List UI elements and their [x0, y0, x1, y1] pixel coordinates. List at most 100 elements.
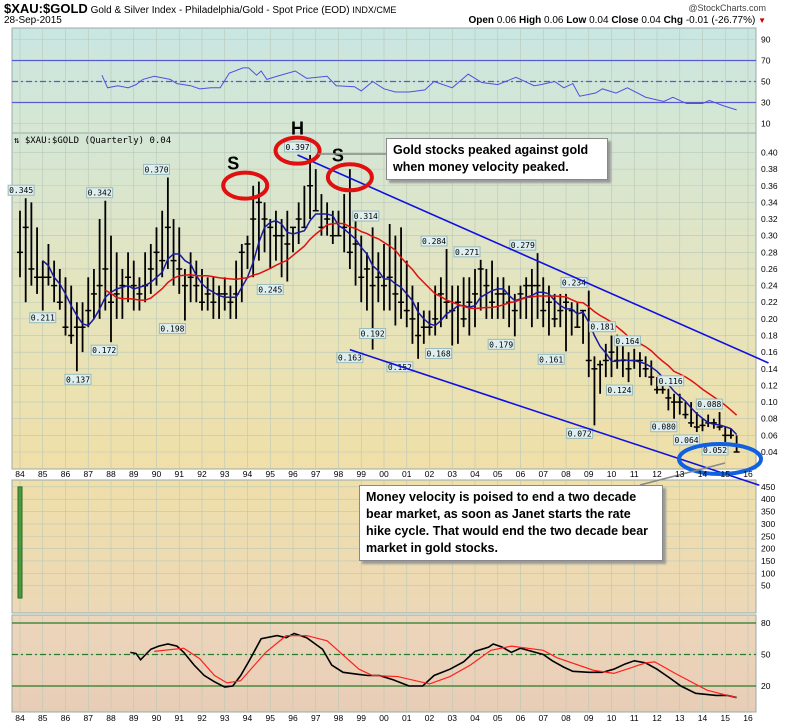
volume-tick-label: 450 [761, 482, 775, 492]
year-tick-label: 96 [288, 713, 298, 723]
price-tick-label: 0.24 [761, 281, 778, 291]
volume-tick-label: 150 [761, 556, 775, 566]
year-tick-label: 94 [243, 469, 253, 479]
rsi-tick-label: 70 [761, 56, 771, 66]
close-value: 0.04 [641, 15, 661, 26]
price-label: 0.052 [703, 446, 727, 455]
year-tick-label: 07 [539, 469, 549, 479]
year-tick-label: 02 [425, 713, 435, 723]
volume-tick-label: 250 [761, 531, 775, 541]
year-tick-label: 15 [721, 469, 731, 479]
year-tick-label: 00 [379, 469, 389, 479]
price-label: 0.370 [144, 165, 168, 174]
year-tick-label: 01 [402, 713, 412, 723]
rsi-line [101, 67, 737, 111]
year-tick-label: 03 [448, 713, 458, 723]
price-label: 0.211 [31, 314, 55, 323]
price-label-box [359, 328, 387, 340]
year-tick-label: 89 [129, 469, 139, 479]
year-tick-label: 00 [379, 713, 389, 723]
year-tick-label: 10 [607, 469, 617, 479]
price-label: 0.164 [615, 337, 639, 346]
pattern-letter-h: H [291, 119, 304, 139]
oscillator-tick-label: 80 [761, 618, 771, 628]
year-tick-label: 12 [652, 713, 662, 723]
price-label-box [453, 246, 481, 258]
year-tick-label: 89 [129, 713, 139, 723]
callout-pointer [639, 462, 726, 486]
price-panel-title-text: $XAU:$GOLD (Quarterly) 0.04 [24, 136, 172, 146]
year-tick-label: 97 [311, 713, 321, 723]
year-tick-label: 85 [38, 469, 48, 479]
price-label-box [695, 398, 723, 410]
year-tick-label: 99 [357, 469, 367, 479]
pattern-letter-s: S [227, 154, 239, 174]
down-triangle-icon: ▼ [758, 16, 766, 25]
price-label: 0.234 [562, 279, 586, 288]
year-tick-label: 13 [675, 469, 685, 479]
low-label: Low [566, 15, 587, 26]
year-tick-label: 09 [584, 469, 594, 479]
year-tick-label: 11 [630, 469, 639, 479]
price-tick-label: 0.20 [761, 314, 778, 324]
price-label: 0.245 [258, 285, 282, 294]
volume-tick-label: 100 [761, 568, 775, 578]
exchange: INDX/CME [352, 5, 397, 15]
price-label-box [64, 373, 92, 385]
price-label: 0.152 [388, 363, 412, 372]
year-tick-label: 08 [561, 713, 571, 723]
chart-title: $XAU:$GOLD Gold & Silver Index - Philade… [4, 1, 396, 16]
price-label: 0.397 [286, 143, 310, 152]
symbol: $XAU:$GOLD [4, 1, 88, 16]
price-label-box [352, 210, 380, 222]
year-tick-label: 16 [743, 469, 753, 479]
year-tick-label: 14 [698, 469, 708, 479]
price-label-box [673, 434, 701, 446]
price-label-box [566, 427, 594, 439]
price-label: 0.088 [697, 400, 721, 409]
price-tick-label: 0.34 [761, 197, 778, 207]
price-tick-label: 0.18 [761, 331, 778, 341]
price-label-box [90, 344, 118, 356]
year-tick-label: 09 [584, 713, 594, 723]
price-panel-title: ⇅ $XAU:$GOLD (Quarterly) 0.04 [14, 136, 171, 146]
oscillator-tick-label: 50 [761, 650, 771, 660]
price-tick-label: 0.32 [761, 214, 778, 224]
oscillator-tick-label: 20 [761, 681, 771, 691]
price-label: 0.137 [66, 375, 90, 384]
price-label-box [336, 352, 364, 364]
price-label: 0.342 [88, 189, 112, 198]
rsi-tick-label: 10 [761, 119, 771, 129]
price-tick-label: 0.06 [761, 430, 778, 440]
trendline [349, 348, 760, 487]
price-label: 0.161 [539, 355, 563, 364]
year-tick-label: 10 [607, 713, 617, 723]
price-label: 0.163 [338, 354, 362, 363]
year-tick-label: 04 [470, 469, 480, 479]
price-tick-label: 0.14 [761, 364, 778, 374]
year-tick-label: 92 [197, 469, 207, 479]
year-tick-label: 91 [175, 469, 185, 479]
trendline [297, 154, 769, 364]
year-tick-label: 01 [402, 469, 412, 479]
rsi-tick-label: 90 [761, 35, 771, 45]
oscillator-line-k [130, 632, 737, 699]
price-tick-label: 0.22 [761, 297, 778, 307]
price-label: 0.192 [361, 330, 385, 339]
year-tick-label: 97 [311, 469, 321, 479]
price-label-box [256, 283, 284, 295]
year-tick-label: 05 [493, 713, 503, 723]
year-tick-label: 87 [84, 713, 94, 723]
year-tick-label: 92 [197, 713, 207, 723]
price-label: 0.124 [607, 386, 631, 395]
year-tick-label: 06 [516, 713, 526, 723]
year-tick-label: 98 [334, 713, 344, 723]
volume-bar [17, 486, 23, 599]
volume-tick-label: 200 [761, 544, 775, 554]
ohlc-summary: Open 0.06 High 0.06 Low 0.04 Close 0.04 … [468, 15, 766, 26]
year-tick-label: 12 [652, 469, 662, 479]
price-label: 0.116 [659, 377, 683, 386]
price-label: 0.179 [489, 340, 513, 349]
volume-tick-label: 50 [761, 581, 771, 591]
